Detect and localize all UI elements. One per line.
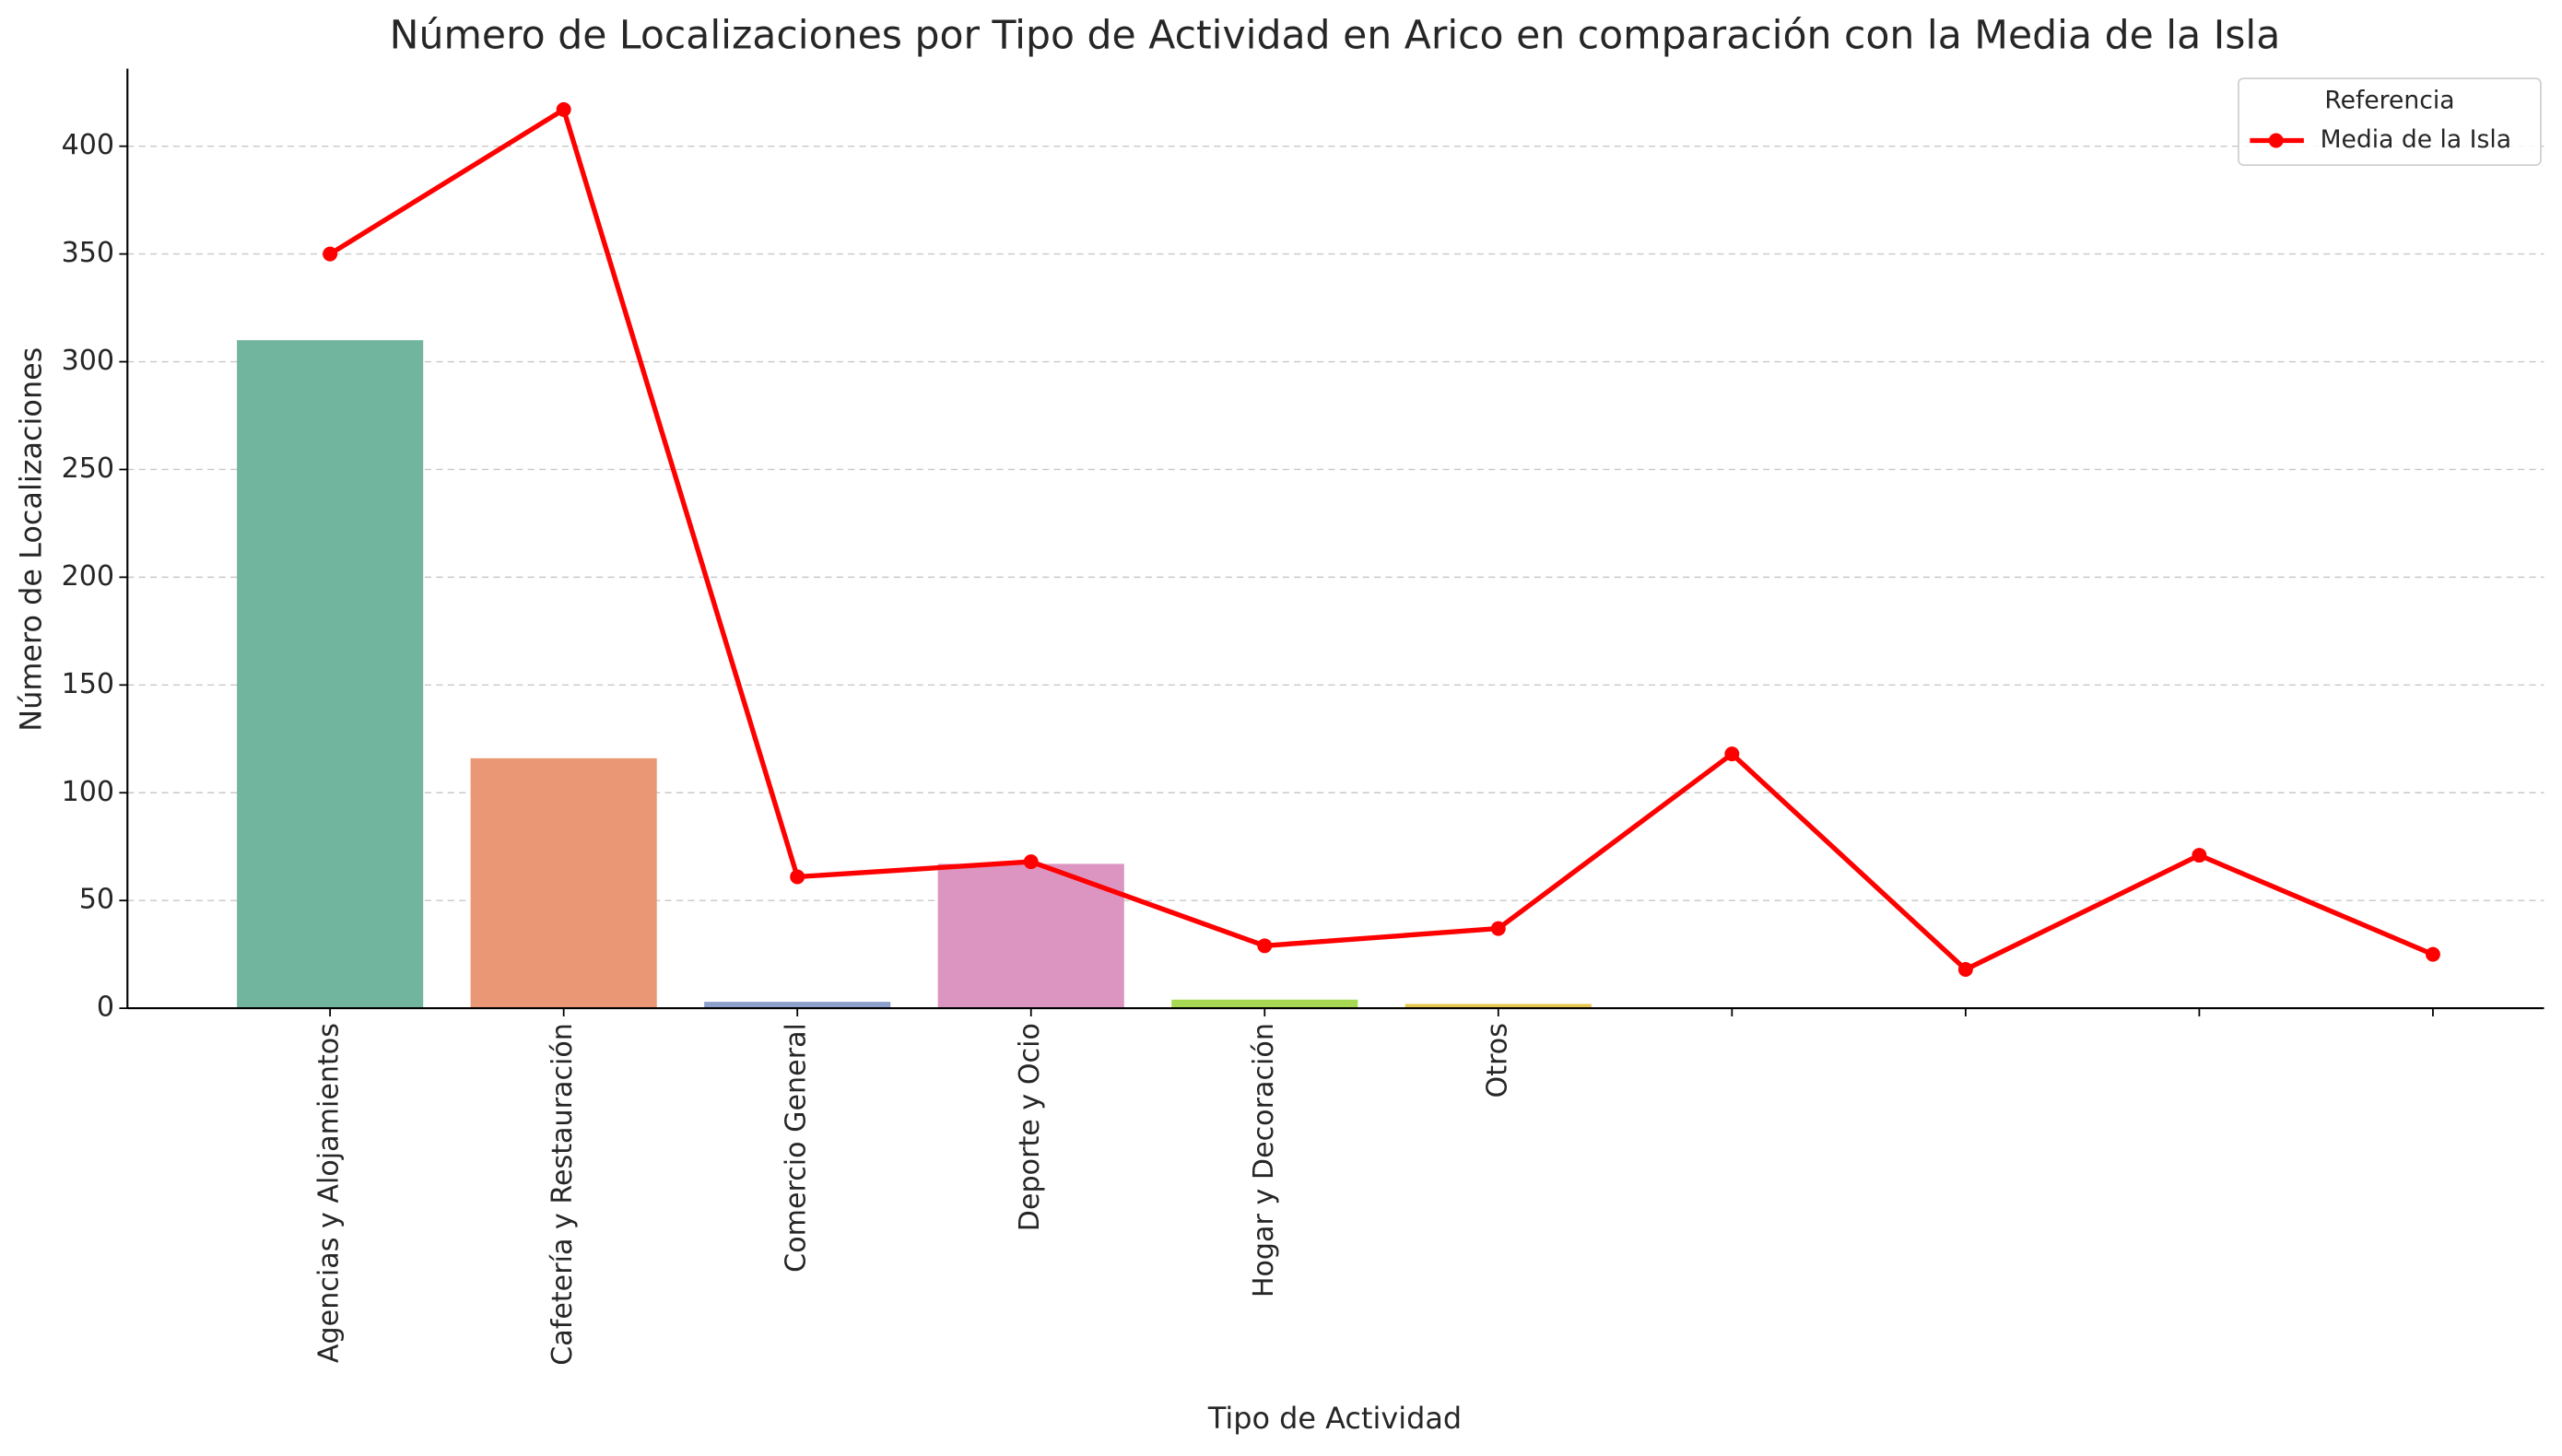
line-marker — [1724, 746, 1740, 762]
chart-title: Número de Localizaciones por Tipo de Act… — [390, 13, 2281, 58]
y-tick-label: 400 — [62, 129, 114, 161]
line-marker — [1490, 921, 1506, 936]
y-tick-label: 100 — [62, 776, 114, 808]
line-marker — [1257, 938, 1273, 954]
y-tick-label: 50 — [79, 884, 114, 916]
legend-label: Media de la Isla — [2321, 125, 2511, 154]
y-tick-label: 150 — [62, 668, 114, 700]
legend-title: Referencia — [2324, 86, 2454, 114]
legend-box — [2238, 77, 2542, 166]
x-axis-label: Tipo de Actividad — [1207, 1401, 1462, 1436]
x-tick-label: Cafetería y Restauración — [546, 1023, 579, 1366]
line-marker — [2192, 848, 2207, 863]
bar — [937, 863, 1124, 1009]
y-tick-label: 300 — [62, 345, 114, 377]
line-marker — [1023, 854, 1039, 870]
line-marker — [323, 246, 338, 262]
line-marker — [2425, 946, 2440, 962]
line-marker — [556, 101, 571, 117]
line-marker — [790, 869, 805, 885]
x-tick-label: Deporte y Ocio — [1014, 1023, 1046, 1231]
x-tick-label: Comercio General — [781, 1023, 813, 1273]
y-tick-label: 350 — [62, 237, 114, 269]
bar — [1404, 1004, 1592, 1009]
legend-marker — [2268, 133, 2284, 148]
line — [328, 105, 2434, 973]
x-tick-label: Otros — [1481, 1023, 1513, 1098]
bar — [470, 757, 657, 1009]
bar — [237, 340, 424, 1009]
line-marker — [1957, 962, 1973, 978]
y-tick-label: 250 — [62, 452, 114, 485]
bar — [704, 1002, 891, 1009]
bar — [1171, 999, 1358, 1009]
x-tick-label: Agencias y Alojamientos — [313, 1023, 346, 1363]
x-tick-label: Hogar y Decoración — [1248, 1023, 1280, 1297]
y-tick-label: 0 — [97, 992, 114, 1024]
y-tick-label: 200 — [62, 560, 114, 593]
y-axis-label: Número de Localizaciones — [13, 347, 48, 732]
